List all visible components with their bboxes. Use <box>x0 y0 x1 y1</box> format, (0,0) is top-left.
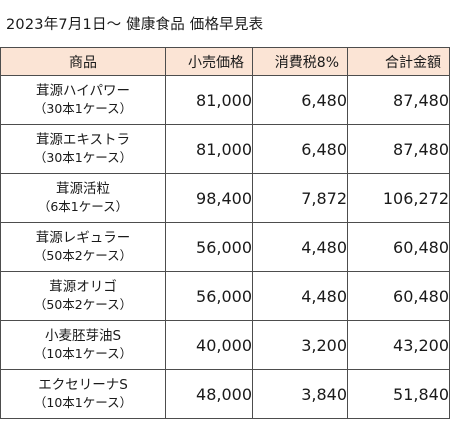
table-row: エクセリーナS （10本1ケース） 48,000 3,840 51,840 <box>0 369 450 419</box>
tax-cell: 3,200 <box>252 320 348 370</box>
product-name: エクセリーナS <box>38 377 128 393</box>
product-cell: 茸源レギュラー （50本2ケース） <box>0 222 166 272</box>
tax-cell: 6,480 <box>252 75 348 125</box>
product-name: 小麦胚芽油S <box>44 328 122 344</box>
retail-price-cell: 81,000 <box>165 75 253 125</box>
total-cell: 87,480 <box>347 124 450 174</box>
retail-price-cell: 56,000 <box>165 222 253 272</box>
product-name: 茸源オリゴ <box>49 279 117 295</box>
retail-price-cell: 40,000 <box>165 320 253 370</box>
table-row: 茸源オリゴ （50本2ケース） 56,000 4,480 60,480 <box>0 271 450 321</box>
table-row: 茸源ハイパワー （30本1ケース） 81,000 6,480 87,480 <box>0 75 450 125</box>
page-title: 2023年7月1日～ 健康食品 価格早見表 <box>6 17 264 33</box>
total-cell: 43,200 <box>347 320 450 370</box>
product-cell: 小麦胚芽油S （10本1ケース） <box>0 320 166 370</box>
tax-cell: 3,840 <box>252 369 348 419</box>
header-consumption-tax: 消費税8% <box>252 47 348 76</box>
tax-cell: 7,872 <box>252 173 348 223</box>
table-row: 茸源エキストラ （30本1ケース） 81,000 6,480 87,480 <box>0 124 450 174</box>
product-package: （50本2ケース） <box>33 248 133 263</box>
tax-cell: 4,480 <box>252 271 348 321</box>
product-package: （50本2ケース） <box>33 297 133 312</box>
header-retail-price: 小売価格 <box>165 47 253 76</box>
retail-price-cell: 98,400 <box>165 173 253 223</box>
total-cell: 60,480 <box>347 222 450 272</box>
price-table: 商品 小売価格 消費税8% 合計金額 茸源ハイパワー （30本1ケース） 81,… <box>0 47 450 419</box>
tax-cell: 6,480 <box>252 124 348 174</box>
table-row: 茸源レギュラー （50本2ケース） 56,000 4,480 60,480 <box>0 222 450 272</box>
product-package: （30本1ケース） <box>33 101 133 116</box>
total-cell: 60,480 <box>347 271 450 321</box>
total-cell: 106,272 <box>347 173 450 223</box>
product-cell: エクセリーナS （10本1ケース） <box>0 369 166 419</box>
tax-cell: 4,480 <box>252 222 348 272</box>
product-name: 茸源エキストラ <box>35 132 131 148</box>
product-cell: 茸源エキストラ （30本1ケース） <box>0 124 166 174</box>
product-package: （10本1ケース） <box>33 346 133 361</box>
header-row: 商品 小売価格 消費税8% 合計金額 <box>0 47 450 76</box>
retail-price-cell: 56,000 <box>165 271 253 321</box>
retail-price-cell: 48,000 <box>165 369 253 419</box>
header-product: 商品 <box>0 47 166 76</box>
total-cell: 87,480 <box>347 75 450 125</box>
product-package: （6本1ケース） <box>37 199 129 214</box>
product-cell: 茸源活粒 （6本1ケース） <box>0 173 166 223</box>
table-row: 小麦胚芽油S （10本1ケース） 40,000 3,200 43,200 <box>0 320 450 370</box>
product-name: 茸源ハイパワー <box>36 83 130 99</box>
total-cell: 51,840 <box>347 369 450 419</box>
table-row: 茸源活粒 （6本1ケース） 98,400 7,872 106,272 <box>0 173 450 223</box>
product-package: （10本1ケース） <box>33 395 133 410</box>
product-name: 茸源レギュラー <box>35 230 131 246</box>
product-cell: 茸源オリゴ （50本2ケース） <box>0 271 166 321</box>
product-cell: 茸源ハイパワー （30本1ケース） <box>0 75 166 125</box>
product-package: （30本1ケース） <box>33 150 133 165</box>
retail-price-cell: 81,000 <box>165 124 253 174</box>
header-total-amount: 合計金額 <box>347 47 450 76</box>
product-name: 茸源活粒 <box>56 181 110 197</box>
